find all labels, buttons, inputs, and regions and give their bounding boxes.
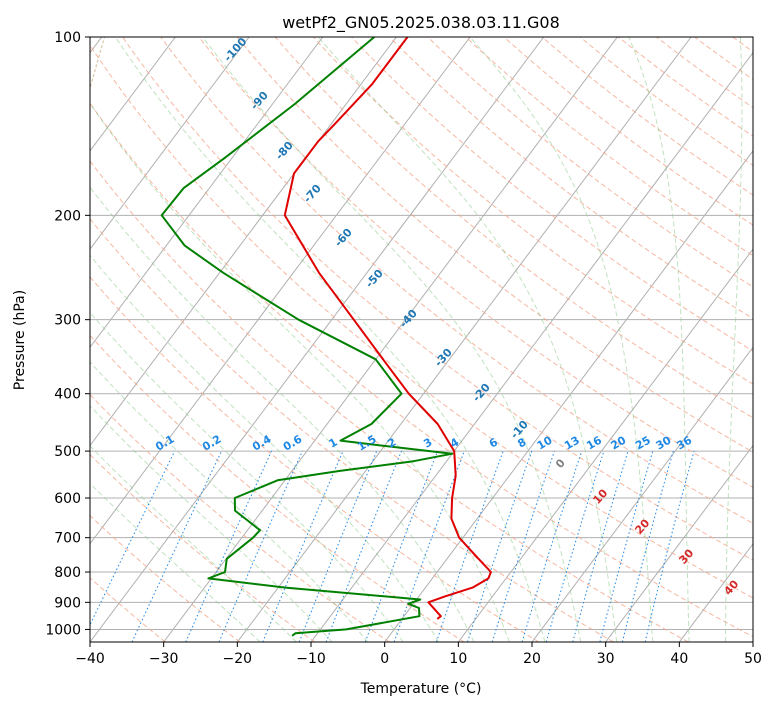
x-tick-label: −40 bbox=[75, 651, 105, 667]
x-tick-label: 0 bbox=[380, 651, 389, 667]
chart-title: wetPf2_GN05.2025.038.03.11.G08 bbox=[282, 13, 560, 33]
y-tick-label: 100 bbox=[54, 30, 81, 46]
y-tick-label: 600 bbox=[54, 491, 81, 507]
y-tick-label: 400 bbox=[54, 387, 81, 403]
x-axis-title: Temperature (°C) bbox=[360, 681, 482, 697]
x-tick-label: −20 bbox=[223, 651, 253, 667]
x-tick-label: 20 bbox=[523, 651, 541, 667]
x-tick-label: 30 bbox=[597, 651, 615, 667]
y-tick-label: 900 bbox=[54, 595, 81, 611]
y-tick-label: 800 bbox=[54, 565, 81, 581]
x-tick-label: 50 bbox=[744, 651, 762, 667]
x-tick-label: 10 bbox=[449, 651, 467, 667]
y-axis-title: Pressure (hPa) bbox=[12, 290, 28, 390]
y-tick-label: 200 bbox=[54, 208, 81, 224]
y-tick-label: 500 bbox=[54, 444, 81, 460]
x-tick-label: −30 bbox=[149, 651, 179, 667]
x-tick-label: −10 bbox=[296, 651, 326, 667]
y-tick-label: 1000 bbox=[45, 622, 81, 638]
y-tick-label: 700 bbox=[54, 531, 81, 547]
y-tick-label: 300 bbox=[54, 313, 81, 329]
x-tick-label: 40 bbox=[670, 651, 688, 667]
